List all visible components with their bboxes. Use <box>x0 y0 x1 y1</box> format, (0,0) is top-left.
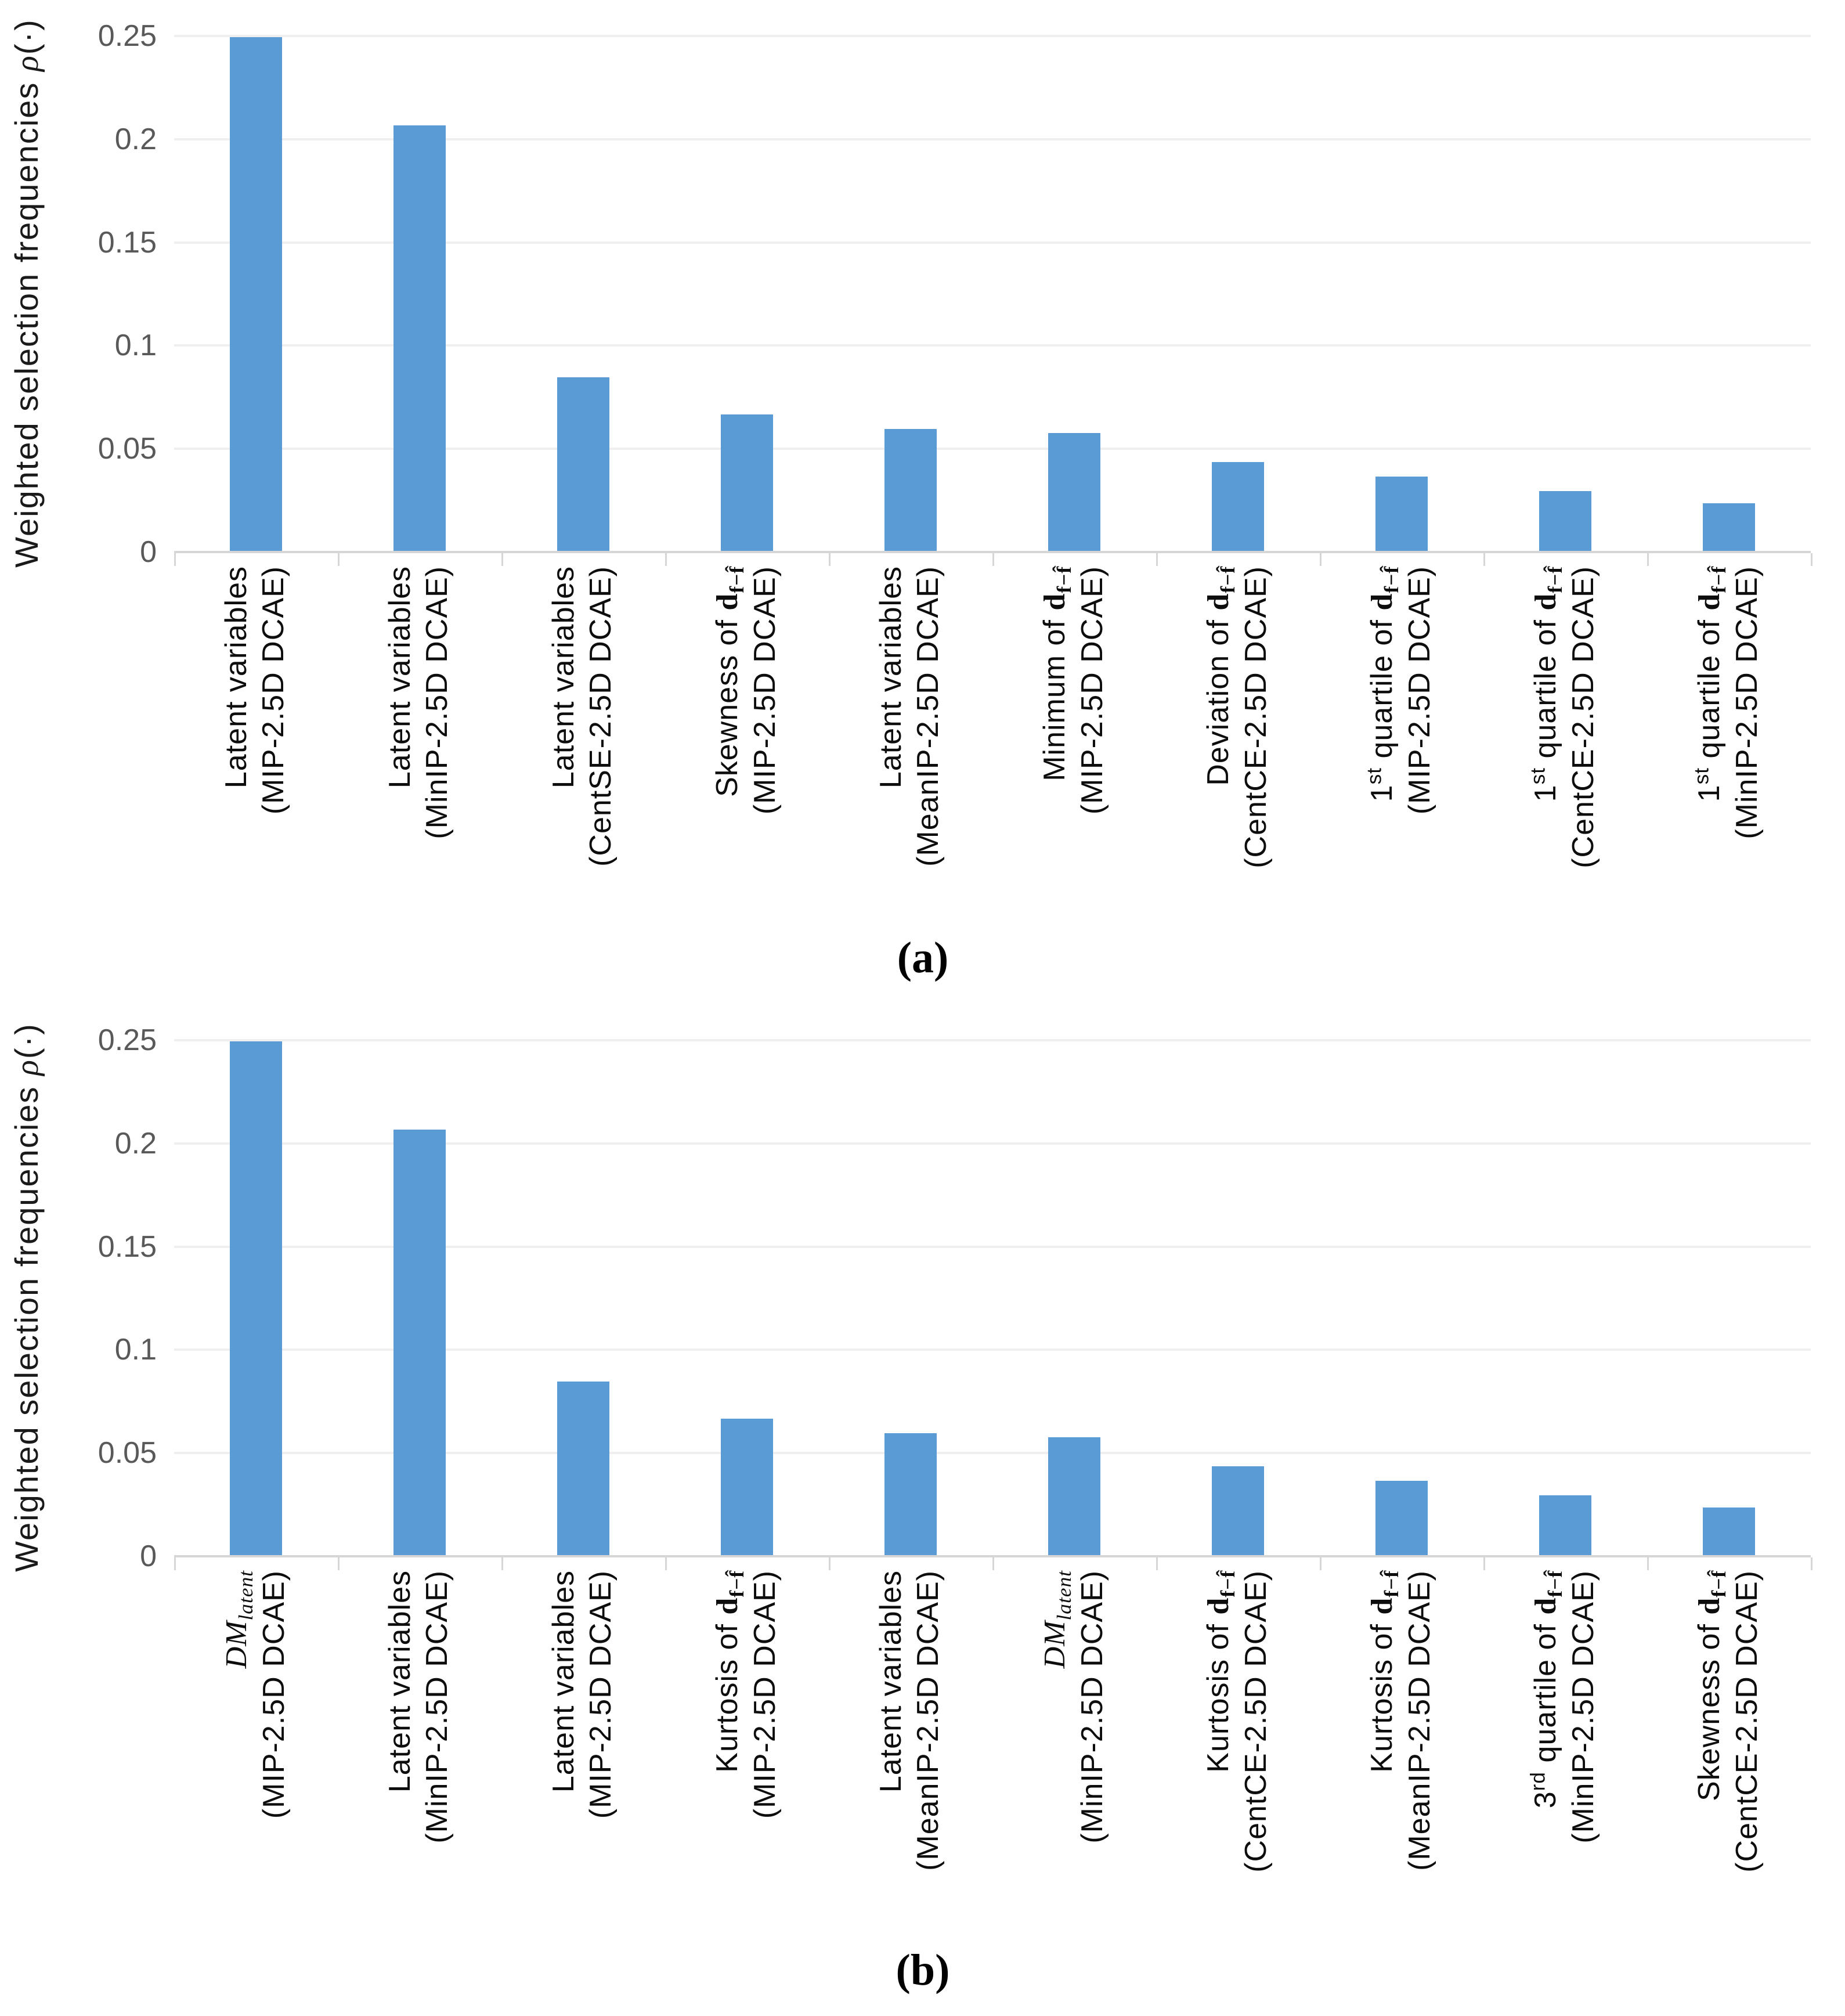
y-tick-label: 0 <box>140 535 157 569</box>
x-axis-tick <box>665 1557 667 1570</box>
y-axis-title: Weighted selection frequencies ρ(·) <box>8 18 45 568</box>
x-axis-label: 3rd quartile of df−f̂ (MinIP-2.5D DCAE) <box>1526 1570 1600 1844</box>
x-axis-label: DMlatent (MinIP-2.5D DCAE) <box>1038 1570 1109 1844</box>
y-tick-label: 0.05 <box>98 1436 157 1470</box>
bar-b-9 <box>1539 1495 1591 1555</box>
y-tick-label: 0.2 <box>114 1126 157 1160</box>
x-axis-tick <box>1156 553 1158 566</box>
x-axis-tick <box>829 553 831 566</box>
y-axis-title: Weighted selection frequencies ρ(·) <box>8 1022 45 1572</box>
bar-b-10 <box>1703 1508 1755 1555</box>
y-tick-label: 0.25 <box>98 1023 157 1057</box>
bar-a-9 <box>1539 491 1591 551</box>
x-axis-line <box>174 551 1811 553</box>
bar-b-6 <box>1048 1437 1100 1555</box>
x-axis-tick <box>1156 1557 1158 1570</box>
x-axis-tick <box>1483 1557 1485 1570</box>
gridline <box>174 1245 1811 1248</box>
x-axis-tick <box>501 1557 503 1570</box>
bar-b-8 <box>1375 1480 1428 1555</box>
caption-a: (a) <box>897 933 949 982</box>
bar-a-1 <box>230 37 282 551</box>
x-axis-label: Latent variables (MinIP-2.5D DCAE) <box>383 566 454 839</box>
x-axis-label: Latent variables (MIP-2.5D DCAE) <box>547 1570 618 1819</box>
x-axis-label: 1st quartile of df−f̂ (CentCE-2.5D DCAE) <box>1526 566 1600 868</box>
bar-a-6 <box>1048 433 1100 551</box>
x-axis-tick <box>338 553 340 566</box>
x-axis-tick <box>992 1557 994 1570</box>
gridline <box>174 344 1811 347</box>
x-axis-label: Latent variables (MeanIP-2.5D DCAE) <box>874 566 945 867</box>
bar-b-1 <box>230 1041 282 1555</box>
x-axis-tick <box>1483 553 1485 566</box>
bar-a-4 <box>721 414 773 551</box>
gridline <box>174 138 1811 140</box>
x-axis-label: Minimum of df−f̂ (MIP-2.5D DCAE) <box>1038 566 1109 815</box>
x-axis-label: DMlatent (MIP-2.5D DCAE) <box>220 1570 291 1819</box>
bar-b-4 <box>721 1419 773 1555</box>
y-tick-label: 0.25 <box>98 19 157 53</box>
x-axis-label: Latent variables (MeanIP-2.5D DCAE) <box>874 1570 945 1871</box>
x-axis-line <box>174 1555 1811 1557</box>
x-axis-label: Skewness of df−f̂ (CentCE-2.5D DCAE) <box>1692 1570 1764 1873</box>
x-axis-tick <box>1647 1557 1649 1570</box>
bar-b-3 <box>557 1382 609 1555</box>
x-axis-label: Kurtosis of df−f̂ (MeanIP-2.5D DCAE) <box>1365 1570 1436 1871</box>
x-axis-label: Latent variables (CentSE-2.5D DCAE) <box>547 566 618 867</box>
gridline <box>174 1142 1811 1145</box>
x-axis-tick <box>174 1557 176 1570</box>
bar-a-2 <box>393 125 446 551</box>
x-axis-tick <box>829 1557 831 1570</box>
x-axis-tick <box>665 553 667 566</box>
x-axis-tick <box>501 553 503 566</box>
x-axis-label: 1st quartile of df−f̂ (MinIP-2.5D DCAE) <box>1690 566 1764 839</box>
bar-b-5 <box>884 1433 937 1555</box>
gridline <box>174 448 1811 450</box>
gridline <box>174 35 1811 37</box>
gridline <box>174 1348 1811 1351</box>
bar-a-10 <box>1703 503 1755 551</box>
bar-b-7 <box>1212 1466 1264 1555</box>
bar-b-2 <box>393 1130 446 1555</box>
y-tick-label: 0 <box>140 1539 157 1573</box>
x-axis-tick <box>1811 1557 1812 1570</box>
y-tick-label: 0.15 <box>98 1229 157 1264</box>
gridline <box>174 1039 1811 1041</box>
caption-b: (b) <box>896 1946 950 1995</box>
x-axis-label: Latent variables (MIP-2.5D DCAE) <box>219 566 290 815</box>
x-axis-tick <box>1320 553 1322 566</box>
x-axis-label: Latent variables (MinIP-2.5D DCAE) <box>383 1570 454 1844</box>
y-tick-label: 0.05 <box>98 432 157 466</box>
x-axis-tick <box>1320 1557 1322 1570</box>
x-axis-tick <box>992 553 994 566</box>
y-tick-label: 0.2 <box>114 122 157 156</box>
x-axis-tick <box>1811 553 1812 566</box>
gridline <box>174 1452 1811 1455</box>
bar-a-7 <box>1212 462 1264 551</box>
y-tick-label: 0.15 <box>98 225 157 259</box>
y-tick-label: 0.1 <box>114 1333 157 1367</box>
x-axis-tick <box>1647 553 1649 566</box>
bar-a-5 <box>884 429 937 551</box>
y-tick-label: 0.1 <box>114 329 157 363</box>
x-axis-label: Deviation of df−f̂ (CentCE-2.5D DCAE) <box>1201 566 1273 868</box>
bar-a-8 <box>1375 476 1428 551</box>
x-axis-label: Kurtosis of df−f̂ (CentCE-2.5D DCAE) <box>1201 1570 1273 1873</box>
x-axis-label: Kurtosis of df−f̂ (MIP-2.5D DCAE) <box>710 1570 782 1819</box>
x-axis-label: Skewness of df−f̂ (MIP-2.5D DCAE) <box>710 566 782 815</box>
gridline <box>174 241 1811 244</box>
bar-a-3 <box>557 377 609 551</box>
x-axis-label: 1st quartile of df−f̂ (MIP-2.5D DCAE) <box>1363 566 1436 815</box>
x-axis-tick <box>338 1557 340 1570</box>
x-axis-tick <box>174 553 176 566</box>
